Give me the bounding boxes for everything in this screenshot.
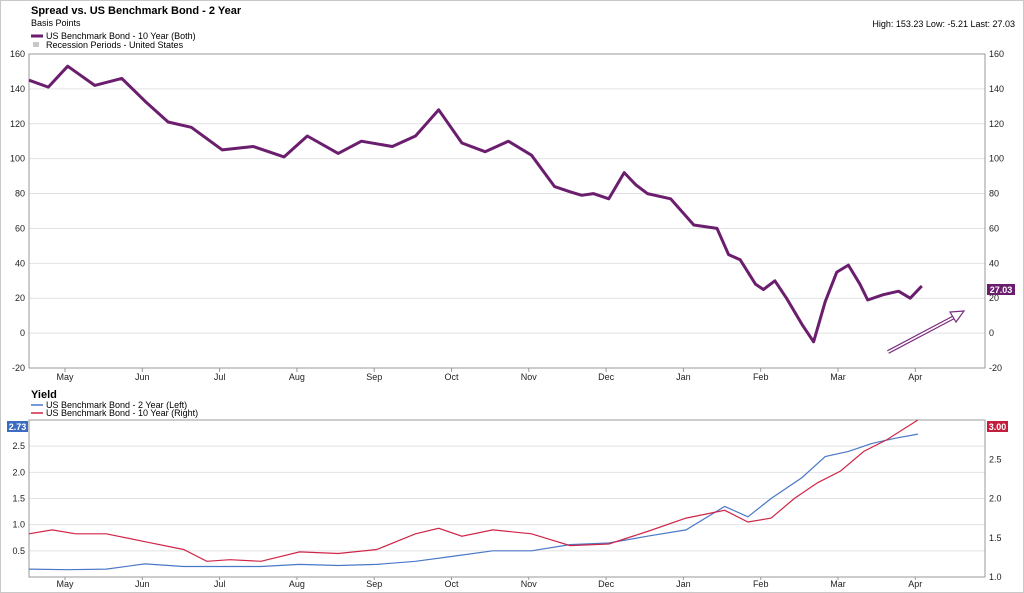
y-tick-left-20: -20 [12,363,25,373]
y-tick-right-20: 20 [989,293,999,303]
x-tick-yield-feb: Feb [753,579,769,589]
series-line-2y [28,433,919,571]
y-tick-right-160: 160 [989,49,1004,59]
x-tick-yield-aug: Aug [289,579,305,589]
yield-chart-title: Yield [31,389,57,401]
svg-text:27.03: 27.03 [990,285,1013,295]
y-tick-left-20: 20 [15,293,25,303]
yield-left-tick-2: 2.0 [12,467,25,477]
last-value-badge: 27.03 [987,284,1015,295]
x-tick-yield-apr: Apr [908,579,922,589]
x-tick-top-mar: Mar [830,372,846,382]
legend-label-10y: US Benchmark Bond - 10 Year (Right) [46,408,198,418]
yield-left-tick-1: 1.0 [12,520,25,530]
y-tick-left-100: 100 [10,154,25,164]
x-tick-yield-nov: Nov [521,579,538,589]
top-chart-subtitle: Basis Points [31,18,81,28]
x-tick-top-jul: Jul [214,372,226,382]
x-tick-top-sep: Sep [366,372,382,382]
yield-right-tick-1: 1.0 [989,572,1002,582]
yield-left-tick-0-5: 0.5 [12,546,25,556]
x-tick-yield-may: May [56,579,74,589]
x-tick-top-nov: Nov [521,372,538,382]
x-tick-top-apr: Apr [908,372,922,382]
yield-right-tick-2-5: 2.5 [989,454,1002,464]
y-tick-left-40: 40 [15,258,25,268]
yield-right-tick-2: 2.0 [989,494,1002,504]
right-last-badge: 3.00 [987,421,1008,432]
top-chart-title: Spread vs. US Benchmark Bond - 2 Year [31,5,242,17]
x-tick-top-aug: Aug [289,372,305,382]
legend-swatch-recession [33,42,39,47]
left-last-badge: 2.73 [7,421,28,432]
y-tick-right-20: -20 [989,363,1002,373]
x-tick-top-dec: Dec [598,372,615,382]
yield-left-tick-1-5: 1.5 [12,494,25,504]
x-tick-top-oct: Oct [444,372,459,382]
yield-x-ticks: May Jun Jul Aug Sep Oct Nov Dec Jan Feb Mar Apr [56,577,922,589]
y-tick-left-80: 80 [15,189,25,199]
trend-arrow-annotation [887,310,966,354]
x-tick-yield-jul: Jul [214,579,226,589]
y-tick-right-40: 40 [989,258,999,268]
x-tick-yield-jan: Jan [676,579,691,589]
y-tick-right-100: 100 [989,154,1004,164]
top-plot-border [28,53,986,369]
series-line-10y-both [28,64,923,344]
svg-text:2.73: 2.73 [9,422,27,432]
x-tick-top-jan: Jan [676,372,691,382]
top-chart-stats: High: 153.23 Low: -5.21 Last: 27.03 [872,19,1015,29]
yield-left-ticks: 0.5 1.0 1.5 2.0 2.5 [12,441,25,556]
x-tick-yield-oct: Oct [444,579,459,589]
x-tick-top-feb: Feb [753,372,769,382]
x-tick-yield-jun: Jun [135,579,150,589]
series-line-10y [28,419,919,562]
svg-text:3.00: 3.00 [989,422,1007,432]
y-tick-right-140: 140 [989,84,1004,94]
top-chart-y-ticks: -20 -20 0 0 20 20 40 40 60 60 80 80 100 100 120 120 140 1… [10,49,1004,373]
top-chart-x-ticks: May Jun Jul Aug Sep Oct Nov Dec Jan Feb Mar Apr [56,368,922,382]
yield-left-tick-2-5: 2.5 [12,441,25,451]
legend-label-recession: Recession Periods - United States [46,40,184,50]
legend-label-2y: US Benchmark Bond - 2 Year (Left) [46,400,187,410]
x-tick-yield-mar: Mar [830,579,846,589]
y-tick-left-140: 140 [10,84,25,94]
y-tick-right-80: 80 [989,189,999,199]
yield-chart-grid [29,445,985,552]
y-tick-left-0: 0 [20,328,25,338]
x-tick-yield-dec: Dec [598,579,615,589]
y-tick-right-120: 120 [989,119,1004,129]
y-tick-left-120: 120 [10,119,25,129]
yield-plot-border [28,419,986,578]
top-chart-grid [29,53,985,369]
legend-label-10y-both: US Benchmark Bond - 10 Year (Both) [46,31,196,41]
yield-right-tick-1-5: 1.5 [989,533,1002,543]
x-tick-top-jun: Jun [135,372,150,382]
x-tick-top-may: May [56,372,74,382]
y-tick-left-60: 60 [15,223,25,233]
y-tick-right-60: 60 [989,223,999,233]
y-tick-left-160: 160 [10,49,25,59]
y-tick-right-0: 0 [989,328,994,338]
yield-right-ticks: 1.0 1.5 2.0 2.5 [989,454,1002,582]
x-tick-yield-sep: Sep [366,579,382,589]
